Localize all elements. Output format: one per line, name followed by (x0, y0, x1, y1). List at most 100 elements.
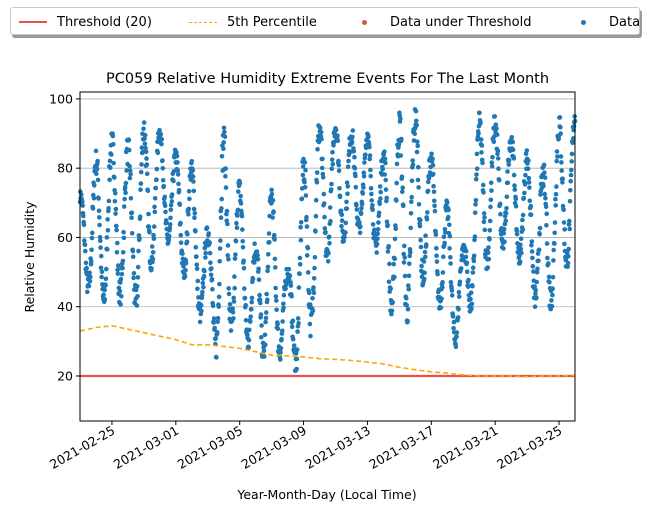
data-point (566, 253, 571, 259)
data-point (225, 253, 230, 258)
data-point (541, 183, 546, 189)
data-point (422, 276, 427, 282)
data-point (422, 270, 427, 276)
data-point (162, 203, 168, 209)
data-point (302, 185, 308, 190)
data-point (141, 120, 147, 125)
data-point (345, 184, 351, 189)
data-point (390, 300, 396, 305)
data-point (524, 148, 530, 153)
data-point (569, 167, 574, 173)
data-point (84, 265, 89, 271)
data-point (561, 207, 566, 213)
data-point (81, 222, 87, 228)
data-point (160, 166, 166, 171)
data-point (522, 182, 528, 187)
legend-percentile-label: 5th Percentile (227, 14, 317, 30)
data-point (259, 335, 264, 340)
data-point (199, 293, 205, 298)
data-point (338, 208, 344, 214)
data-point (249, 306, 254, 312)
data-points (77, 107, 578, 374)
data-point (326, 251, 331, 256)
data-point (272, 237, 277, 242)
data-point (423, 233, 428, 238)
data-point (249, 299, 254, 305)
data-point (542, 170, 547, 175)
data-point (160, 178, 166, 183)
data-point (238, 193, 243, 199)
data-point (544, 223, 549, 228)
data-point (566, 222, 572, 227)
data-point (175, 172, 181, 177)
data-point (254, 249, 260, 254)
data-point (336, 162, 342, 168)
data-point (217, 281, 222, 287)
data-point (201, 274, 207, 279)
data-point (98, 238, 103, 244)
data-point (206, 231, 211, 236)
data-point (269, 187, 274, 193)
data-point (278, 357, 283, 362)
data-point (559, 168, 564, 173)
data-point (532, 304, 538, 310)
data-point (518, 242, 523, 248)
data-point (129, 215, 134, 220)
y-tick-label: 60 (57, 230, 73, 245)
data-point (416, 202, 422, 207)
data-point (92, 183, 97, 188)
data-point (471, 253, 477, 259)
data-point (352, 154, 357, 160)
data-point (426, 179, 431, 185)
data-point (453, 344, 459, 350)
data-point (438, 305, 444, 311)
data-point (141, 126, 146, 132)
data-point (122, 184, 128, 190)
data-point (527, 185, 532, 190)
data-point (119, 293, 124, 299)
data-point (199, 308, 204, 314)
data-point (303, 167, 308, 173)
plot-frame (79, 91, 576, 422)
data-point (242, 286, 247, 291)
data-point (520, 217, 525, 223)
data-point (518, 236, 524, 241)
data-point (470, 265, 476, 271)
data-point (328, 187, 334, 192)
data-point (515, 249, 521, 255)
data-point (474, 166, 480, 172)
data-point (103, 276, 109, 282)
data-point (329, 157, 335, 162)
data-point (303, 193, 309, 198)
data-point (149, 244, 155, 249)
data-point (424, 242, 429, 247)
data-point (426, 175, 432, 181)
data-point (407, 253, 413, 259)
data-point (191, 179, 196, 184)
data-point (513, 196, 519, 202)
data-point (543, 204, 549, 209)
data-point (86, 283, 92, 289)
legend-data: Data (569, 14, 640, 30)
data-point (271, 209, 276, 214)
data-point (310, 308, 316, 313)
data-point (554, 184, 559, 189)
data-point (111, 142, 116, 147)
data-point (506, 157, 512, 163)
data-point (157, 127, 162, 133)
data-point (221, 125, 227, 131)
data-point (482, 215, 487, 220)
data-point (552, 241, 557, 246)
data-point (359, 201, 365, 207)
data-point (126, 137, 132, 143)
data-point (138, 187, 143, 192)
data-point (134, 303, 140, 308)
data-point (398, 153, 404, 158)
data-point (560, 176, 565, 181)
data-point (534, 279, 539, 285)
data-point (246, 345, 251, 350)
data-point (145, 188, 151, 194)
data-point (322, 214, 327, 220)
y-axis-label: Relative Humidity (22, 201, 37, 313)
data-point (476, 131, 481, 136)
